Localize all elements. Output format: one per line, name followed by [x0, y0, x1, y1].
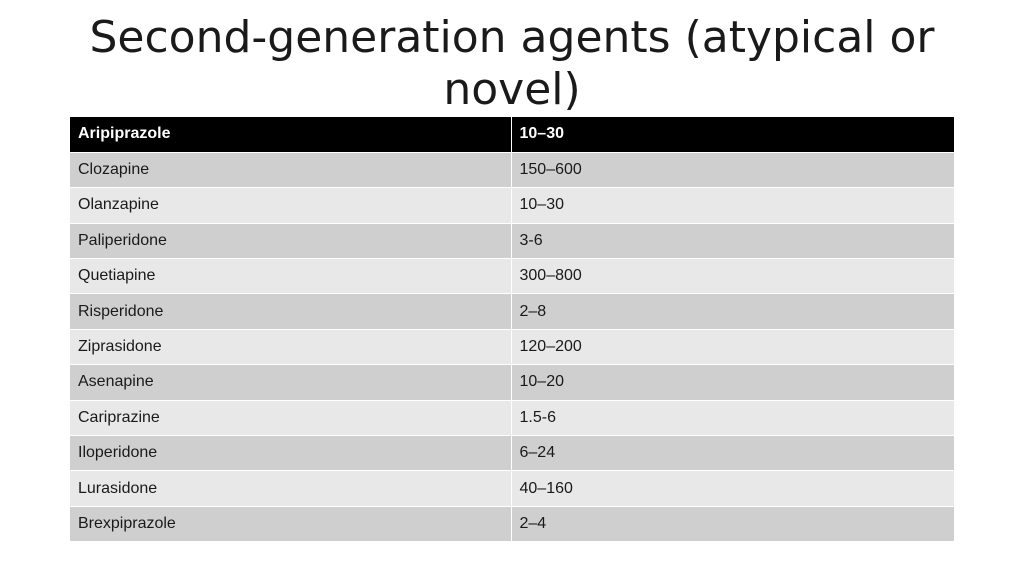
table-row: Ziprasidone 120–200 [70, 329, 955, 366]
dose-cell: 2–4 [511, 506, 955, 543]
dose-cell: 300–800 [511, 258, 955, 295]
dose-cell: 6–24 [511, 435, 955, 472]
table-row: Paliperidone 3-6 [70, 223, 955, 260]
slide-title: Second-generation agents (atypical or no… [89, 12, 935, 115]
dose-cell: 1.5-6 [511, 400, 955, 437]
drug-cell: Risperidone [70, 293, 512, 330]
dose-cell: 10–30 [511, 187, 955, 224]
dose-cell: 2–8 [511, 293, 955, 330]
table-row: Risperidone 2–8 [70, 293, 955, 330]
dosage-table: Aripiprazole 10–30 Clozapine 150–600 Ola… [70, 117, 955, 543]
table-row: Brexpiprazole 2–4 [70, 506, 955, 543]
drug-cell: Ziprasidone [70, 329, 512, 366]
dose-cell: 150–600 [511, 152, 955, 189]
table-row: Olanzapine 10–30 [70, 187, 955, 224]
drug-cell: Clozapine [70, 152, 512, 189]
drug-cell: Lurasidone [70, 470, 512, 507]
dose-cell: 120–200 [511, 329, 955, 366]
dose-cell: 40–160 [511, 470, 955, 507]
drug-cell: Iloperidone [70, 435, 512, 472]
table-header-row: Aripiprazole 10–30 [70, 117, 955, 153]
table-row: Iloperidone 6–24 [70, 435, 955, 472]
drug-cell: Cariprazine [70, 400, 512, 437]
drug-cell: Olanzapine [70, 187, 512, 224]
drug-cell: Paliperidone [70, 223, 512, 260]
header-cell-dose: 10–30 [511, 117, 955, 153]
table-row: Asenapine 10–20 [70, 364, 955, 401]
header-cell-drug: Aripiprazole [70, 117, 512, 153]
dose-cell: 3-6 [511, 223, 955, 260]
table-row: Cariprazine 1.5-6 [70, 400, 955, 437]
table-row: Quetiapine 300–800 [70, 258, 955, 295]
drug-cell: Asenapine [70, 364, 512, 401]
table-row: Clozapine 150–600 [70, 152, 955, 189]
dose-cell: 10–20 [511, 364, 955, 401]
drug-cell: Brexpiprazole [70, 506, 512, 543]
table-row: Lurasidone 40–160 [70, 470, 955, 507]
drug-cell: Quetiapine [70, 258, 512, 295]
